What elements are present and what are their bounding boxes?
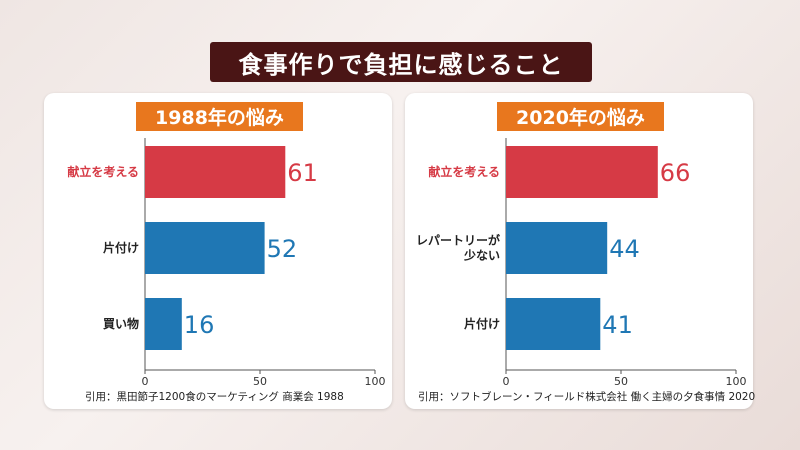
bar-value-label: 52	[267, 235, 298, 263]
bar	[506, 146, 658, 198]
page-title: 食事作りで負担に感じること	[210, 42, 592, 82]
x-tick-label: 100	[726, 375, 747, 388]
bar-value-label: 44	[609, 235, 640, 263]
citation-2020: 引用：ソフトブレーン・フィールド株式会社 働く主婦の夕食事情 2020	[418, 391, 756, 403]
bar	[506, 298, 601, 350]
bar	[145, 298, 182, 350]
chart-panel-1988: 1988年の悩み 0 50 100 61 献立を考える 52 片付け 16 買い物	[44, 93, 392, 409]
x-tick-label: 50	[614, 375, 628, 388]
chart-title-2020: 2020年の悩み	[497, 102, 664, 131]
bar-value-label: 41	[602, 311, 633, 339]
bar	[506, 222, 608, 274]
bar	[145, 146, 286, 198]
x-tick-label: 100	[365, 375, 386, 388]
category-label: 献立を考える	[428, 164, 500, 179]
x-tick-label: 0	[142, 375, 149, 388]
category-label: 片付け	[464, 316, 500, 331]
category-label: 片付け	[103, 240, 139, 255]
x-tick-label: 0	[503, 375, 510, 388]
bar-chart-1988: 0 50 100 61 献立を考える 52 片付け 16 買い物	[67, 138, 386, 388]
chart-panel-2020: 2020年の悩み 0 50 100 66 献立を考える 44 レパートリーが 少ない 41 片付け	[405, 93, 753, 409]
bar-value-label: 61	[287, 159, 318, 187]
category-label: 買い物	[103, 316, 139, 331]
category-label: レパートリーが	[416, 233, 500, 248]
bar-value-label: 66	[660, 159, 691, 187]
bar-value-label: 16	[184, 311, 215, 339]
category-label: 少ない	[463, 248, 500, 263]
category-label: 献立を考える	[67, 164, 139, 179]
bar	[145, 222, 265, 274]
chart-title-1988: 1988年の悩み	[136, 102, 303, 131]
citation-1988: 引用：黒田節子1200食のマーケティング 商業会 1988	[85, 391, 344, 403]
x-tick-label: 50	[253, 375, 267, 388]
